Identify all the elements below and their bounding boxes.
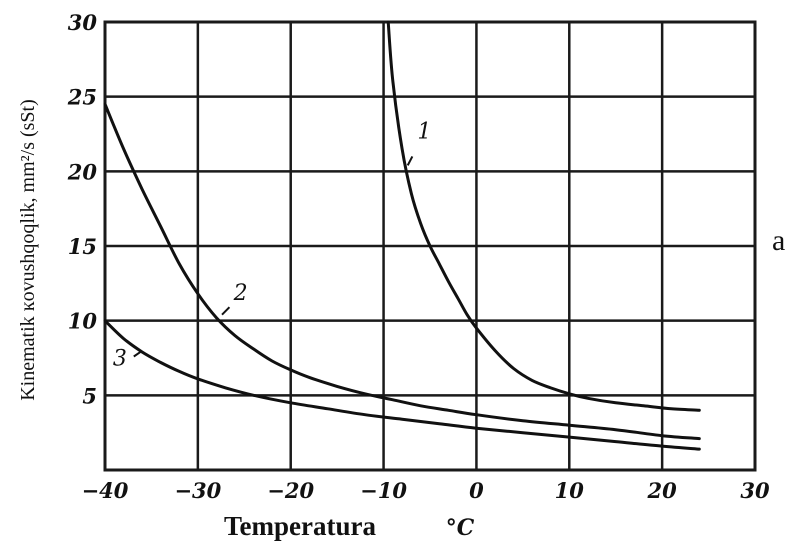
curve-label-leader [133, 351, 141, 358]
y-tick-label: 15 [68, 234, 97, 259]
x-axis-label: Temperatura [224, 511, 376, 541]
x-tick-label: 10 [555, 478, 585, 503]
x-tick-label: 30 [740, 478, 770, 503]
y-tick-label: 30 [68, 10, 98, 35]
curve-label-leader [221, 306, 231, 316]
y-axis-label: Kinematik ĸovushqoqlik, mm²/s (sSt) [17, 99, 39, 401]
y-tick-label: 10 [68, 309, 98, 334]
chart-curve-labels: 1 2 3 [113, 119, 432, 371]
x-tick-label: −40 [82, 478, 129, 503]
curve-label-leader [406, 155, 414, 166]
x-tick-label: −10 [360, 478, 407, 503]
y-tick-label: 20 [67, 159, 98, 184]
x-tick-label: 20 [647, 478, 678, 503]
x-axis-unit: °C [446, 515, 475, 541]
x-tick-label: −20 [267, 478, 314, 503]
curve-label-3: 3 [113, 346, 127, 371]
figure-panel-letter: a [772, 224, 786, 257]
x-tick-label: −30 [174, 478, 221, 503]
chart-curves [103, 20, 701, 451]
y-tick-label: 5 [82, 383, 97, 408]
curve-label-2: 2 [233, 281, 248, 306]
x-tick-label: 0 [469, 478, 484, 503]
curve-label-1: 1 [417, 119, 431, 144]
series-line-3 [103, 319, 701, 451]
series-line-1 [386, 20, 701, 412]
chart-ticks: −40 −30 −20 −10 0 10 20 30 5 10 15 20 25 30 [67, 10, 770, 503]
series-line-2 [103, 102, 701, 441]
y-tick-label: 25 [67, 85, 97, 110]
